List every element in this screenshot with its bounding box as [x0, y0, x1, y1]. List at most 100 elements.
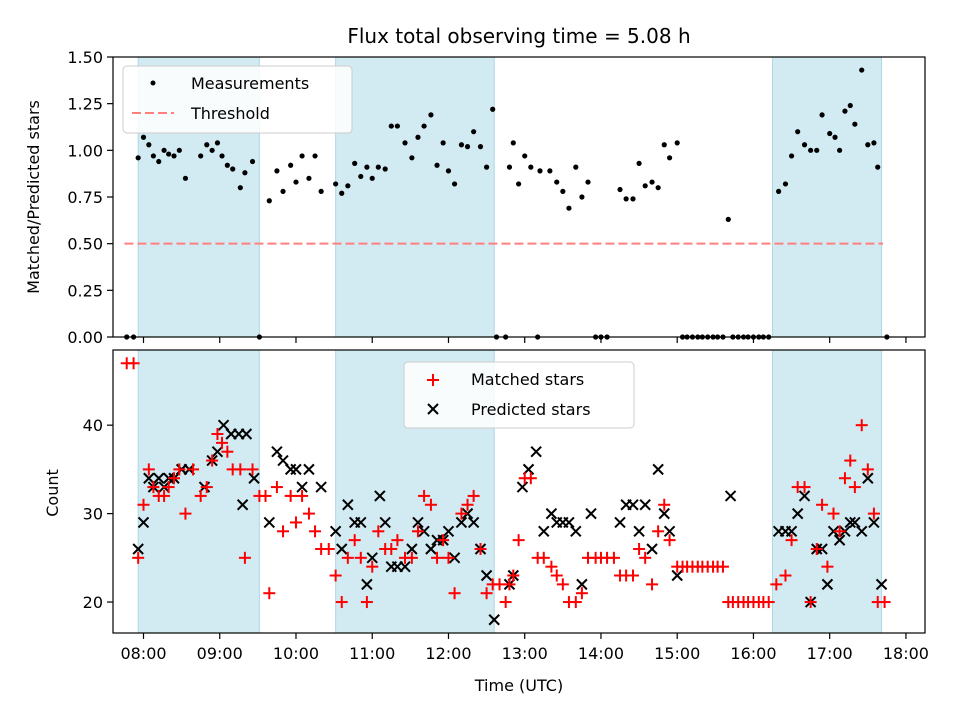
- predicted-stars-legend-marker: [427, 403, 439, 415]
- matched-stars-point: [391, 534, 404, 547]
- matched-stars-point: [147, 481, 160, 494]
- matched-stars-point: [289, 516, 302, 529]
- predicted-stars-point: [236, 499, 249, 511]
- matched-stars-point: [838, 472, 851, 485]
- measurement-point: [224, 162, 230, 168]
- measurement-point: [230, 166, 236, 172]
- bottom-panel-x-ticks: 08:00 09:00 10:00 11:00 12:00 13:00 14:00 15:00…: [120, 633, 929, 663]
- measurement-point: [528, 164, 534, 170]
- y-tick-label: 30: [83, 505, 103, 524]
- measurement-point: [566, 205, 572, 211]
- predicted-stars-point: [862, 472, 874, 484]
- matched-stars-point: [861, 463, 874, 476]
- observing-span-1: [137, 349, 260, 634]
- predicted-stars-point: [248, 472, 260, 484]
- measurement-point: [522, 153, 528, 159]
- matched-stars-legend-label: Matched stars: [471, 370, 584, 389]
- matched-stars-point: [499, 596, 512, 609]
- x-tick-label: 11:00: [349, 644, 395, 663]
- predicted-stars-point: [412, 516, 424, 529]
- measurement-point: [440, 140, 446, 146]
- measurement-point: [819, 112, 825, 118]
- matched-stars-point: [302, 507, 315, 520]
- matched-stars-point: [556, 578, 569, 591]
- predicted-stars-point: [355, 516, 367, 529]
- matched-stars-point: [507, 569, 520, 582]
- matched-stars-point: [418, 489, 431, 502]
- matched-stars-point: [187, 463, 200, 476]
- predicted-stars-point: [290, 463, 302, 476]
- matched-stars-point: [658, 498, 671, 511]
- predicted-stars-point: [652, 463, 664, 476]
- predicted-stars-point: [827, 525, 840, 538]
- measurement-point: [445, 168, 452, 174]
- matched-stars-point: [372, 525, 385, 538]
- x-tick-label: 08:00: [120, 644, 166, 663]
- top-panel-x-ticks: [142, 337, 907, 343]
- measurement-point: [847, 102, 853, 109]
- predicted-stars-point: [833, 534, 846, 546]
- predicted-stars-point: [315, 481, 327, 493]
- measurement-point: [585, 179, 591, 185]
- matched-stars-point: [270, 481, 283, 494]
- measurement-point: [428, 112, 434, 118]
- predicted-stars-point: [570, 525, 582, 538]
- measurement-point: [871, 140, 877, 146]
- matched-stars-point: [437, 534, 450, 547]
- measurement-point: [837, 147, 843, 153]
- measurement-point: [318, 188, 324, 194]
- measurements-legend-label: Measurements: [191, 74, 309, 93]
- measurement-point: [369, 175, 375, 181]
- top-legend-box: [122, 65, 353, 134]
- measurement-point: [649, 179, 655, 185]
- matched-stars-point: [512, 534, 525, 547]
- matched-stars-point: [335, 596, 348, 609]
- measurement-point: [516, 181, 522, 187]
- matched-stars-point: [442, 551, 455, 564]
- matched-stars-point: [798, 481, 811, 494]
- predicted-stars-point: [516, 481, 529, 493]
- matched-stars-point: [762, 596, 775, 609]
- threshold-legend-label: Threshold: [190, 104, 270, 123]
- matched-stars-point: [246, 463, 259, 476]
- measurement-point: [382, 166, 388, 172]
- predicted-stars-point: [633, 525, 645, 538]
- measurement-point: [477, 144, 484, 150]
- measurement-point: [214, 140, 221, 146]
- measurement-point: [409, 155, 415, 161]
- observing-span-3: [772, 56, 883, 338]
- matched-stars-point: [467, 489, 480, 502]
- measurement-point: [875, 164, 881, 170]
- predicted-stars-point: [614, 516, 626, 529]
- matched-stars-point: [194, 489, 207, 502]
- predicted-stars-point: [646, 543, 658, 555]
- measurement-point: [776, 188, 782, 194]
- matched-stars-point: [878, 596, 891, 609]
- y-tick-label: 1.25: [67, 95, 103, 114]
- predicted-stars-point: [303, 463, 315, 476]
- predicted-stars-point: [425, 543, 437, 555]
- measurement-point: [249, 158, 256, 165]
- measurement-point: [661, 142, 667, 148]
- measurement-point: [339, 190, 345, 196]
- matched-stars-point: [474, 542, 487, 555]
- measurement-point: [547, 168, 553, 174]
- predicted-stars-point: [461, 507, 474, 520]
- x-axis-label: Time (UTC): [474, 676, 563, 695]
- measurement-point: [140, 134, 147, 140]
- measurement-point: [242, 170, 248, 176]
- matched-stars-point: [158, 489, 171, 502]
- measurement-point: [219, 153, 225, 159]
- matched-stars-point: [277, 525, 290, 538]
- matched-stars-point: [716, 560, 729, 573]
- matched-stars-point: [322, 542, 335, 555]
- measurement-point: [306, 175, 312, 181]
- measurement-point: [204, 142, 210, 148]
- matched-stars-point: [385, 542, 398, 555]
- predicted-stars-point: [271, 445, 283, 458]
- matched-stars-point: [821, 560, 834, 573]
- measurement-point: [358, 173, 364, 180]
- measurement-point: [642, 183, 648, 189]
- matched-stars-point: [167, 472, 180, 485]
